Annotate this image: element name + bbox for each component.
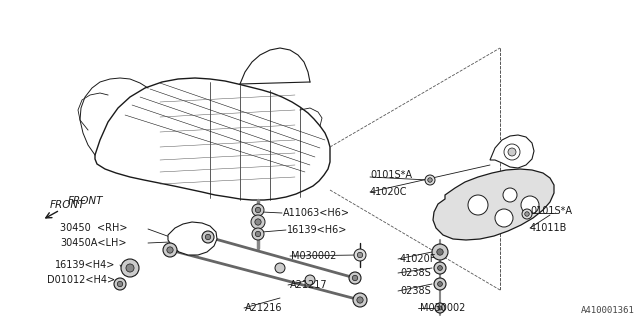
- Circle shape: [167, 247, 173, 253]
- Text: M030002: M030002: [420, 303, 465, 313]
- Circle shape: [428, 178, 432, 182]
- Circle shape: [255, 219, 261, 225]
- Circle shape: [434, 262, 446, 274]
- Text: D01012<H4>: D01012<H4>: [47, 275, 115, 285]
- Text: 41020C: 41020C: [370, 187, 408, 197]
- Circle shape: [275, 263, 285, 273]
- Text: A21217: A21217: [290, 280, 328, 290]
- Circle shape: [435, 303, 445, 313]
- Circle shape: [508, 148, 516, 156]
- Circle shape: [504, 144, 520, 160]
- Polygon shape: [433, 169, 554, 240]
- Circle shape: [255, 231, 260, 237]
- Circle shape: [357, 297, 363, 303]
- Text: M030002: M030002: [291, 251, 337, 261]
- Circle shape: [205, 234, 211, 240]
- Text: 0101S*A: 0101S*A: [530, 206, 572, 216]
- Circle shape: [121, 259, 139, 277]
- Circle shape: [349, 272, 361, 284]
- Circle shape: [438, 266, 442, 270]
- Text: A11063<H6>: A11063<H6>: [283, 208, 350, 218]
- Text: 30450  <RH>: 30450 <RH>: [60, 223, 127, 233]
- Circle shape: [357, 252, 363, 258]
- Circle shape: [305, 275, 315, 285]
- Circle shape: [495, 209, 513, 227]
- Circle shape: [522, 209, 532, 219]
- Text: 0238S: 0238S: [400, 268, 431, 278]
- Circle shape: [117, 281, 123, 287]
- Text: 16139<H6>: 16139<H6>: [287, 225, 348, 235]
- Polygon shape: [490, 135, 534, 168]
- Circle shape: [352, 275, 358, 281]
- Circle shape: [437, 249, 443, 255]
- Circle shape: [353, 293, 367, 307]
- Circle shape: [255, 207, 260, 213]
- Text: A410001361: A410001361: [581, 306, 635, 315]
- Circle shape: [202, 231, 214, 243]
- Text: A21216: A21216: [245, 303, 282, 313]
- Text: FRONT: FRONT: [50, 200, 86, 210]
- Circle shape: [438, 306, 442, 310]
- Polygon shape: [168, 222, 217, 255]
- Circle shape: [434, 278, 446, 290]
- Circle shape: [252, 228, 264, 240]
- Circle shape: [525, 212, 529, 216]
- Circle shape: [521, 196, 539, 214]
- Circle shape: [432, 244, 448, 260]
- Text: FRONT: FRONT: [68, 196, 104, 206]
- Text: 30450A<LH>: 30450A<LH>: [60, 238, 127, 248]
- Circle shape: [503, 188, 517, 202]
- Circle shape: [354, 249, 366, 261]
- Text: 41020F: 41020F: [400, 254, 436, 264]
- Text: 0238S: 0238S: [400, 286, 431, 296]
- Circle shape: [425, 175, 435, 185]
- Circle shape: [163, 243, 177, 257]
- Circle shape: [114, 278, 126, 290]
- Polygon shape: [95, 78, 330, 200]
- Text: 16139<H4>: 16139<H4>: [55, 260, 115, 270]
- Circle shape: [251, 215, 265, 229]
- Circle shape: [468, 195, 488, 215]
- Circle shape: [252, 204, 264, 216]
- Circle shape: [438, 282, 442, 286]
- Text: 0101S*A: 0101S*A: [370, 170, 412, 180]
- Circle shape: [126, 264, 134, 272]
- Text: 41011B: 41011B: [530, 223, 568, 233]
